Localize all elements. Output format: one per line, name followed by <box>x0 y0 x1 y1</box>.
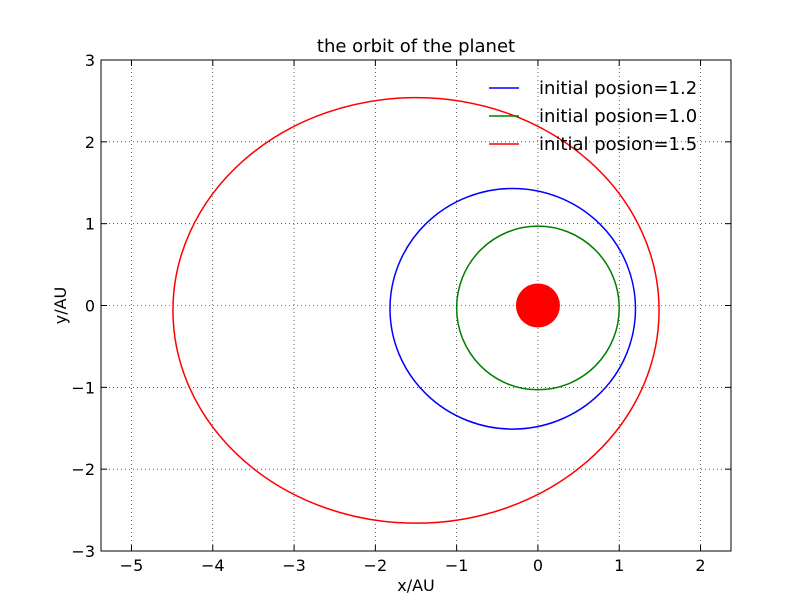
x-tick-label: −2 <box>364 556 388 575</box>
y-tick-label: −1 <box>71 378 95 397</box>
y-tick-label: −3 <box>71 542 95 561</box>
legend-label: initial posion=1.0 <box>539 106 697 127</box>
x-tick-label: −5 <box>120 556 144 575</box>
y-tick-label: −2 <box>71 460 95 479</box>
ticks: −5 −4 −3 −2 −1 0 1 2 −3 −2 −1 0 1 2 3 <box>71 51 731 575</box>
x-tick-label: 0 <box>533 556 543 575</box>
legend: initial posion=1.2 initial posion=1.0 init… <box>489 78 697 155</box>
legend-label: initial posion=1.5 <box>539 134 697 155</box>
x-tick-label: 1 <box>614 556 624 575</box>
orbit-series-1 <box>389 187 637 430</box>
x-axis-label: x/AU <box>397 576 435 595</box>
y-axis-label: y/AU <box>51 287 70 325</box>
y-tick-label: 2 <box>85 133 95 152</box>
sun-marker <box>515 283 560 328</box>
y-tick-label: 0 <box>85 297 95 316</box>
x-tick-label: −1 <box>445 556 469 575</box>
x-tick-label: 2 <box>695 556 705 575</box>
legend-label: initial posion=1.2 <box>539 78 697 99</box>
y-tick-label: 3 <box>85 51 95 70</box>
x-tick-label: −4 <box>201 556 225 575</box>
x-tick-label: −3 <box>282 556 306 575</box>
orbit-series-2 <box>455 225 620 391</box>
y-tick-label: 1 <box>85 215 95 234</box>
chart-title: the orbit of the planet <box>317 36 515 57</box>
series-layer <box>172 96 660 524</box>
orbit-series-3 <box>172 96 660 524</box>
